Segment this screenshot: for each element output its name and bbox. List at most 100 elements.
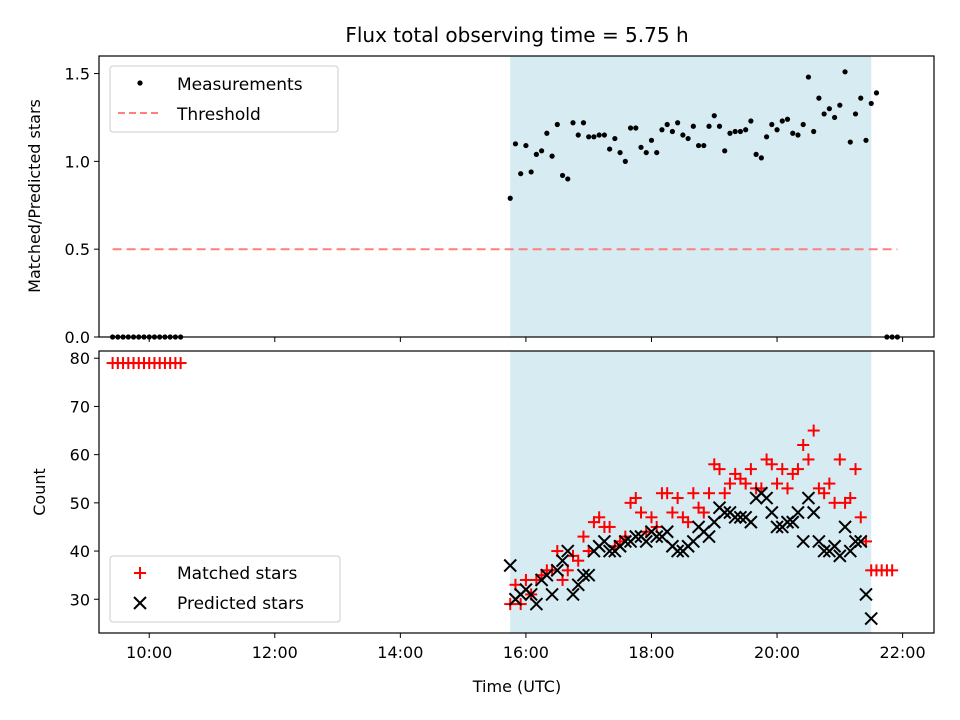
x-tick-label: 10:00 [126, 643, 172, 662]
measurement-point [518, 171, 524, 177]
measurement-point [591, 134, 597, 140]
measurement-point [617, 149, 623, 156]
predicted-star-point [561, 544, 575, 558]
measurement-point [690, 123, 696, 129]
legend-measurements-marker [137, 80, 143, 86]
top-y-tick-label: 0.5 [65, 240, 90, 259]
x-tick-label: 14:00 [377, 643, 423, 662]
matched-star-point [635, 506, 648, 519]
legend-matched-marker [134, 567, 146, 579]
predicted-star-point [796, 534, 810, 549]
measurement-point [539, 148, 545, 154]
measurement-point [659, 127, 665, 133]
matched-star-point [666, 506, 679, 519]
matched-star-point [697, 506, 710, 519]
measurement-point [512, 141, 519, 147]
matched-star-point [765, 458, 778, 471]
matched-star-point [703, 487, 716, 500]
measurement-point [575, 132, 581, 138]
predicted-star-point [770, 520, 784, 534]
measurement-point [601, 132, 607, 138]
predicted-star-point [571, 578, 585, 592]
matched-star-point [718, 487, 731, 500]
predicted-star-point [838, 520, 852, 534]
predicted-star-point [686, 534, 701, 549]
matched-star-point [781, 482, 794, 495]
measurement-point [559, 172, 566, 179]
measurement-point [831, 114, 838, 121]
matched-star-point [818, 487, 831, 500]
measurement-point [826, 106, 832, 112]
measurement-point [549, 153, 555, 159]
predicted-star-point [503, 558, 517, 573]
measurement-point [837, 102, 843, 108]
measurement-point [570, 120, 576, 126]
bottom-plot-frame [98, 350, 935, 634]
predicted-star-point [618, 534, 633, 549]
measurement-point [565, 176, 571, 182]
measurement-point [669, 128, 676, 135]
predicted-star-point [843, 544, 857, 558]
bottom-y-tick-label: 50 [70, 494, 90, 513]
predicted-star-point [859, 587, 873, 602]
matched-star-point [849, 463, 862, 476]
matched-star-point [572, 554, 585, 567]
predicted-star-point [550, 563, 565, 578]
measurement-point [695, 142, 702, 149]
predicted-star-point [529, 597, 544, 611]
measurement-point [795, 132, 801, 138]
predicted-star-point [786, 515, 800, 529]
legend-predicted-marker [133, 596, 147, 610]
bottom-y-tick-label: 80 [70, 349, 90, 368]
measurement-point [842, 69, 848, 75]
measurement-point [852, 111, 859, 117]
measurement-point [800, 121, 806, 128]
predicted-star-point [833, 549, 847, 563]
matched-star-point [791, 463, 804, 476]
predicted-star-point [660, 525, 674, 539]
top-legend: Measurements Threshold [109, 65, 339, 133]
measurement-point [868, 100, 874, 107]
measurement-point [680, 132, 686, 138]
measurement-point [607, 146, 613, 152]
matched-star-point [661, 487, 674, 500]
bottom-legend: Matched stars Predicted stars [109, 555, 341, 623]
bottom-marks [106, 357, 899, 626]
top-y-tick-label: 1.0 [65, 152, 90, 171]
predicted-star-point [765, 505, 779, 520]
predicted-star-point [650, 529, 664, 544]
matched-star-point [828, 496, 841, 509]
measurement-point [774, 127, 780, 133]
predicted-star-point [744, 515, 758, 529]
measurement-point [805, 74, 812, 80]
predicted-star-point [602, 544, 617, 558]
predicted-star-point [545, 587, 559, 602]
measurement-point [523, 142, 529, 149]
top-y-tick-label: 0.0 [65, 328, 90, 347]
matched-star-point [744, 463, 757, 476]
bottom-y-tick-label: 30 [70, 590, 90, 609]
matched-star-point [682, 516, 695, 529]
predicted-star-point [581, 568, 596, 582]
bottom-x-ticks: 10:00 12:00 14:00 16:00 18:00 20:00 22:00 [126, 633, 926, 662]
top-plot-frame [98, 55, 935, 338]
bottom-legend-box [109, 555, 341, 623]
measurement-point [779, 118, 785, 124]
matched-star-point [174, 357, 187, 370]
bottom-shaded-region [510, 351, 872, 633]
measurement-point [743, 127, 749, 133]
measurement-point [811, 128, 817, 135]
measurement-point [790, 130, 796, 136]
predicted-star-point [733, 510, 748, 525]
measurement-point [554, 121, 560, 128]
legend-predicted-label: Predicted stars [177, 594, 304, 614]
predicted-star-point [854, 534, 868, 549]
predicted-star-point [629, 529, 643, 544]
matched-star-point [593, 511, 606, 524]
measurement-point [748, 118, 754, 124]
measurement-point [507, 195, 513, 201]
matched-star-point [797, 439, 810, 451]
matched-star-point [844, 492, 857, 505]
predicted-star-point [801, 491, 816, 505]
